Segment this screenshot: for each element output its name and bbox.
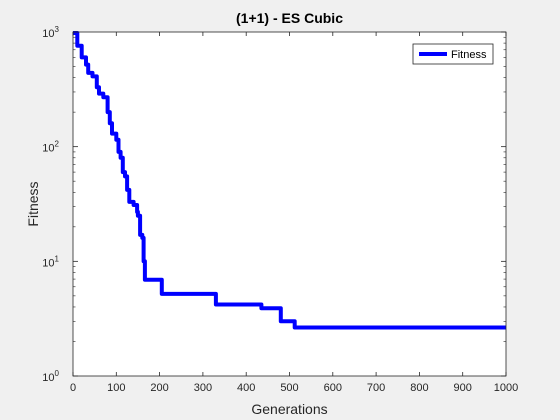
x-tick-label: 1000 [494, 382, 518, 394]
y-tick-exp: 1 [55, 254, 60, 263]
y-tick-exp: 3 [55, 25, 60, 34]
y-tick-label: 100 [42, 369, 59, 384]
x-tick-label: 200 [150, 382, 168, 394]
y-tick-base: 10 [42, 28, 54, 40]
chart-title: (1+1) - ES Cubic [236, 10, 343, 26]
y-tick-exp: 0 [55, 369, 60, 378]
x-tick-label: 900 [454, 382, 472, 394]
y-tick-base: 10 [42, 372, 54, 384]
x-tick-label: 700 [367, 382, 385, 394]
x-axis-label: Generations [251, 401, 327, 417]
legend-label: Fitness [451, 49, 487, 61]
y-tick-label: 102 [42, 140, 59, 155]
series-line-fitness [73, 31, 506, 330]
series-layer [73, 31, 506, 330]
y-tick-label: 103 [42, 25, 59, 40]
y-tick-base: 10 [42, 143, 54, 155]
x-tick-label: 600 [324, 382, 342, 394]
y-tick-base: 10 [42, 257, 54, 269]
x-tick-label: 800 [410, 382, 428, 394]
x-tick-label: 100 [107, 382, 125, 394]
legend[interactable]: Fitness [412, 43, 494, 65]
y-axis-label: Fitness [25, 181, 41, 226]
y-tick-label: 101 [42, 254, 59, 269]
x-tick-label: 400 [237, 382, 255, 394]
plot-area [73, 32, 506, 376]
x-tick-label: 300 [194, 382, 212, 394]
legend-box [412, 43, 494, 65]
plot-box [72, 31, 507, 377]
y-tick-exp: 2 [55, 140, 60, 149]
x-tick-label: 0 [70, 382, 76, 394]
x-tick-label: 500 [280, 382, 298, 394]
tick-layer: 0 100 200 300 400 500 600 700 800 900 100010010110… [42, 25, 518, 394]
